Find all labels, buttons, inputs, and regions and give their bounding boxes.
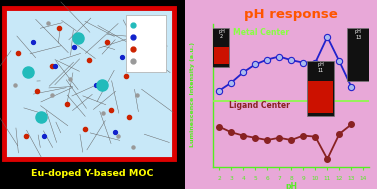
Bar — [214, 47, 228, 64]
Bar — [126, 15, 166, 72]
Text: pH
11: pH 11 — [317, 62, 324, 73]
X-axis label: pH: pH — [285, 182, 297, 189]
Bar — [307, 61, 334, 115]
Bar — [4, 8, 174, 159]
Text: Metal Center: Metal Center — [233, 28, 290, 37]
Text: Ligand Center: Ligand Center — [228, 101, 290, 110]
Text: pH response: pH response — [244, 8, 337, 21]
Text: Eu-doped Y-based MOC: Eu-doped Y-based MOC — [31, 169, 153, 178]
Bar — [308, 81, 333, 113]
Text: pH
13: pH 13 — [355, 29, 362, 40]
Text: pH
2: pH 2 — [218, 29, 225, 40]
Bar — [347, 28, 369, 81]
Bar — [211, 28, 230, 67]
Text: Luminescence Intensity (a.u.): Luminescence Intensity (a.u.) — [190, 42, 195, 147]
